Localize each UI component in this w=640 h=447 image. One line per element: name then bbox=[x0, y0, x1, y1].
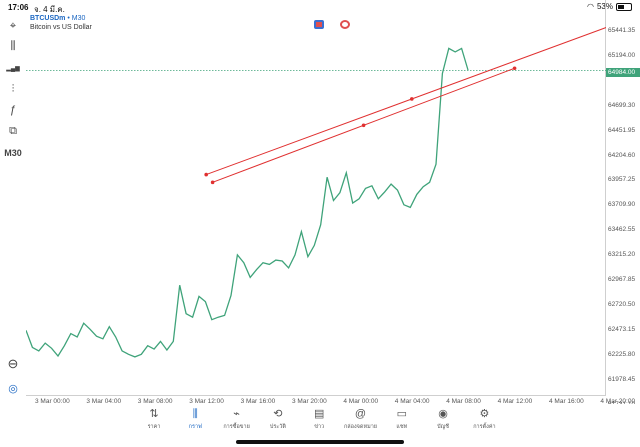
symbol-timeframe: • M30 bbox=[67, 15, 86, 22]
trendline-handle bbox=[361, 123, 366, 128]
quotes-icon: ⇅ bbox=[149, 408, 159, 420]
time-tick-label: 4 Mar 16:00 bbox=[549, 398, 584, 405]
battery-fill bbox=[618, 4, 625, 9]
settings-icon: ⚙ bbox=[479, 408, 490, 420]
nav-account[interactable]: ◉ บัญชี bbox=[423, 406, 463, 431]
home-indicator bbox=[236, 440, 404, 444]
nav-chart[interactable]: ⫼ กราฟ bbox=[175, 406, 215, 431]
time-tick-label: 4 Mar 08:00 bbox=[446, 398, 481, 405]
nav-label: การซื้อขาย bbox=[223, 424, 250, 430]
one-click-trade-icon[interactable] bbox=[314, 20, 324, 29]
mailbox-icon: @ bbox=[354, 408, 367, 420]
time-tick-label: 4 Mar 00:00 bbox=[343, 398, 379, 405]
account-icon: ◉ bbox=[438, 408, 448, 420]
nav-label: การตั้งค่า bbox=[473, 424, 496, 430]
signal-icon[interactable] bbox=[340, 20, 350, 29]
nav-news[interactable]: ▤ ข่าว bbox=[299, 406, 339, 431]
wifi-icon: ◠ bbox=[587, 2, 594, 11]
chart-icon: ⫼ bbox=[192, 408, 198, 420]
price-tick-label: 64204.60 bbox=[608, 151, 636, 159]
nav-label: กล่องจดหมาย bbox=[343, 424, 378, 430]
price-tick-label: 62473.15 bbox=[608, 325, 636, 333]
time-tick-label: 3 Mar 00:00 bbox=[35, 398, 70, 405]
status-time: 17:06 bbox=[8, 3, 29, 12]
time-tick-label: 3 Mar 20:00 bbox=[292, 398, 327, 405]
timeframe-button[interactable]: M30 bbox=[4, 148, 22, 158]
price-tick-label: 62967.85 bbox=[608, 276, 636, 283]
trade-icon: ⌁ bbox=[233, 408, 240, 420]
left-toolbar: ⌖ ⫼ ▂▄▆ ⫶ ƒ ⧉ M30 ⊖ ◎ bbox=[0, 12, 26, 397]
time-tick-label: 3 Mar 12:00 bbox=[189, 398, 224, 405]
nav-label: แชท bbox=[396, 424, 408, 430]
nav-label: ราคา bbox=[147, 424, 161, 430]
trendline-handle bbox=[210, 180, 215, 185]
bar-chart-icon[interactable]: ▂▄▆ bbox=[6, 65, 20, 72]
symbol-name: BTCUSDm bbox=[30, 15, 66, 22]
price-chart[interactable] bbox=[26, 0, 606, 397]
price-tick-label: 62720.50 bbox=[608, 300, 636, 308]
price-tick-label: 63709.90 bbox=[608, 201, 636, 209]
zoom-icon[interactable]: ⊖ bbox=[7, 356, 19, 371]
battery-icon bbox=[616, 2, 632, 11]
status-date: จ. 4 มี.ค. bbox=[34, 5, 65, 14]
nav-label: ประวัติ bbox=[269, 424, 286, 430]
trendline-handle bbox=[204, 172, 208, 177]
time-tick-label: 3 Mar 16:00 bbox=[240, 398, 276, 405]
price-tick-label: 61978.45 bbox=[608, 375, 636, 383]
time-tick-label: 3 Mar 08:00 bbox=[137, 398, 173, 405]
time-tick-label: 4 Mar 12:00 bbox=[497, 398, 533, 405]
nav-trade[interactable]: ⌁ การซื้อขาย bbox=[217, 406, 257, 431]
objects-icon[interactable]: ⧉ bbox=[9, 124, 17, 137]
battery-percent: 53% bbox=[596, 2, 613, 11]
price-axis: 65441.35 65194.00 64699.30 64451.95 64204.60… bbox=[606, 0, 640, 432]
status-right: ◠ 53% bbox=[587, 2, 632, 11]
trendline-handle bbox=[512, 66, 517, 71]
nav-label: ข่าว bbox=[314, 424, 325, 430]
status-bar: 17:06 จ. 4 มี.ค. ◠ 53% bbox=[0, 0, 640, 14]
price-tick-label: 63462.55 bbox=[608, 226, 636, 234]
nav-mailbox[interactable]: @ กล่องจดหมาย bbox=[341, 406, 381, 431]
nav-label: กราฟ bbox=[188, 424, 202, 430]
app-logo-icon[interactable]: ◎ bbox=[8, 382, 18, 395]
nav-label: บัญชี bbox=[437, 424, 450, 430]
history-icon: ⟲ bbox=[273, 408, 283, 420]
crosshair-icon[interactable]: ⌖ bbox=[9, 19, 17, 32]
chat-icon: ▭ bbox=[396, 408, 407, 420]
price-tick-label: 63215.20 bbox=[608, 251, 636, 259]
time-tick-label: 4 Mar 20:00 bbox=[600, 398, 636, 405]
price-tick-label: 63957.25 bbox=[608, 176, 636, 184]
price-tick-label: 64699.30 bbox=[608, 101, 636, 109]
price-tick-label: 64451.95 bbox=[608, 126, 636, 134]
time-tick-label: 4 Mar 04:00 bbox=[394, 398, 430, 405]
indicators-icon[interactable]: ⫶ bbox=[11, 82, 15, 95]
nav-history[interactable]: ⟲ ประวัติ bbox=[258, 406, 298, 431]
function-icon[interactable]: ƒ bbox=[9, 104, 17, 116]
nav-settings[interactable]: ⚙ การตั้งค่า bbox=[464, 406, 504, 431]
trendline-handle bbox=[410, 97, 414, 101]
nav-quotes[interactable]: ⇅ ราคา bbox=[134, 406, 174, 431]
candlestick-icon[interactable]: ⫼ bbox=[10, 39, 16, 52]
nav-chat[interactable]: ▭ แชท bbox=[382, 406, 422, 431]
bottom-nav: ⇅ ราคา ⫼ กราฟ ⌁ การซื้อขาย ⟲ ประวัติ ▤ ข่าว @ กล่อง… bbox=[0, 404, 640, 447]
price-tick-label: 65441.35 bbox=[608, 27, 636, 34]
symbol-description: Bitcoin vs US Dollar bbox=[30, 24, 92, 31]
symbol-header: BTCUSDm • M30 Bitcoin vs US Dollar bbox=[30, 14, 92, 32]
price-line bbox=[26, 47, 469, 358]
news-icon: ▤ bbox=[313, 408, 325, 420]
current-price-label: 64984.00 bbox=[606, 68, 640, 77]
price-tick-label: 65194.00 bbox=[608, 51, 636, 59]
time-tick-label: 3 Mar 04:00 bbox=[86, 398, 122, 405]
price-tick-label: 62225.80 bbox=[608, 350, 636, 358]
trendline-1 bbox=[206, 26, 606, 176]
